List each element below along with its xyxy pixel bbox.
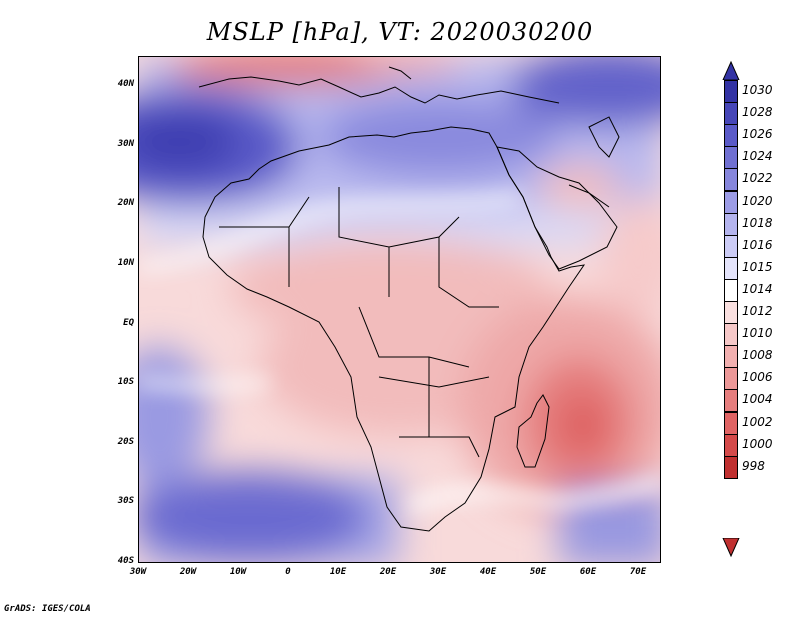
- lon-label: 10E: [329, 567, 347, 577]
- colorbar-cell: [724, 256, 738, 280]
- colorbar-label: 1028: [742, 105, 773, 120]
- lon-label: 60E: [579, 567, 597, 577]
- lon-label: 30W: [129, 567, 147, 577]
- lat-label: 10S: [117, 377, 134, 387]
- colorbar-cell: [724, 168, 738, 192]
- pressure-map: [139, 57, 660, 562]
- lon-label: 50E: [529, 567, 547, 577]
- lat-label: 40S: [117, 556, 134, 566]
- lat-label: 20N: [117, 198, 134, 208]
- colorbar-cell: [724, 234, 738, 258]
- lon-label: 20E: [379, 567, 397, 577]
- colorbar-label: 1014: [742, 281, 773, 296]
- colorbar-cell: [724, 345, 738, 369]
- lon-label: 30E: [429, 567, 447, 577]
- credit-text: GrADS: IGES/COLA: [4, 604, 91, 614]
- lat-label: EQ: [123, 318, 134, 328]
- lat-label: 40N: [117, 79, 134, 89]
- lon-label: 10W: [229, 567, 247, 577]
- lat-label: 30S: [117, 496, 134, 506]
- coastlines: [198, 66, 620, 532]
- colorbar-label: 1010: [742, 326, 773, 341]
- colorbar-label: 1022: [742, 171, 773, 186]
- colorbar-label: 1026: [742, 127, 773, 142]
- colorbar-cell: [724, 411, 738, 435]
- lat-label: 20S: [117, 437, 134, 447]
- colorbar-cell: [724, 389, 738, 413]
- colorbar-label: 1008: [742, 348, 773, 363]
- colorbar-cell: [724, 367, 738, 391]
- lon-label: 70E: [629, 567, 647, 577]
- colorbar-label: 1015: [742, 259, 773, 274]
- colorbar-label: 1012: [742, 304, 773, 318]
- map-panel[interactable]: [138, 56, 661, 563]
- colorbar-label: 1024: [742, 149, 773, 164]
- colorbar-cell: [724, 102, 738, 126]
- colorbar-label: 1006: [742, 370, 773, 385]
- contour-1014: [139, 192, 660, 513]
- lon-label: 40E: [479, 567, 497, 577]
- colorbar-cell: [724, 124, 738, 148]
- colorbar-cell: [724, 278, 738, 302]
- colorbar-top-arrow: [722, 60, 740, 80]
- colorbar-cell: [724, 146, 738, 170]
- colorbar-cell: [724, 80, 738, 104]
- lat-label: 10N: [117, 258, 134, 268]
- colorbar-label: 1030: [742, 83, 773, 97]
- map-title: MSLP [hPa], VT: 2020030200: [206, 18, 594, 46]
- colorbar-bottom-arrow: [722, 538, 740, 558]
- colorbar-label: 1018: [742, 215, 773, 230]
- colorbar-cell: [724, 433, 738, 457]
- colorbar-label: 1016: [742, 237, 773, 252]
- colorbar-label: 1002: [742, 414, 773, 429]
- colorbar-cell: [724, 301, 738, 325]
- colorbar-label: 1004: [742, 392, 773, 407]
- colorbar-cell: [724, 323, 738, 347]
- pressure-field: [139, 57, 660, 562]
- colorbar-cell: [724, 212, 738, 236]
- colorbar-label: 998: [742, 458, 765, 473]
- lon-label: 20W: [179, 567, 197, 577]
- lon-label: 0: [285, 567, 291, 577]
- colorbar-cell: [724, 455, 738, 479]
- colorbar-label: 1020: [742, 193, 773, 208]
- colorbar-cell: [724, 190, 738, 214]
- colorbar-label: 1000: [742, 436, 773, 451]
- lat-label: 30N: [117, 139, 134, 149]
